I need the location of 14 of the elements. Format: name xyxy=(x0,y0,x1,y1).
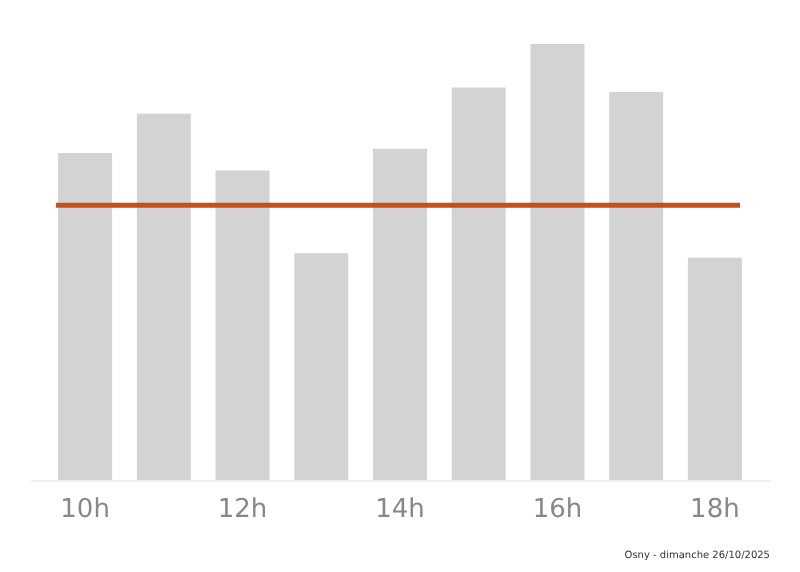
bar xyxy=(373,148,427,480)
x-tick-label: 16h xyxy=(532,495,583,525)
bar xyxy=(136,113,191,480)
x-tick-label: 14h xyxy=(375,495,425,525)
bar xyxy=(687,257,742,480)
bar xyxy=(609,91,664,480)
bar xyxy=(215,170,270,480)
bar xyxy=(58,153,113,480)
x-tick-label: 12h xyxy=(217,495,268,525)
x-tick-label: 10h xyxy=(60,495,110,525)
bar xyxy=(294,253,349,480)
x-tick-label: 18h xyxy=(690,495,740,525)
bar xyxy=(530,44,585,480)
bar xyxy=(451,87,506,480)
